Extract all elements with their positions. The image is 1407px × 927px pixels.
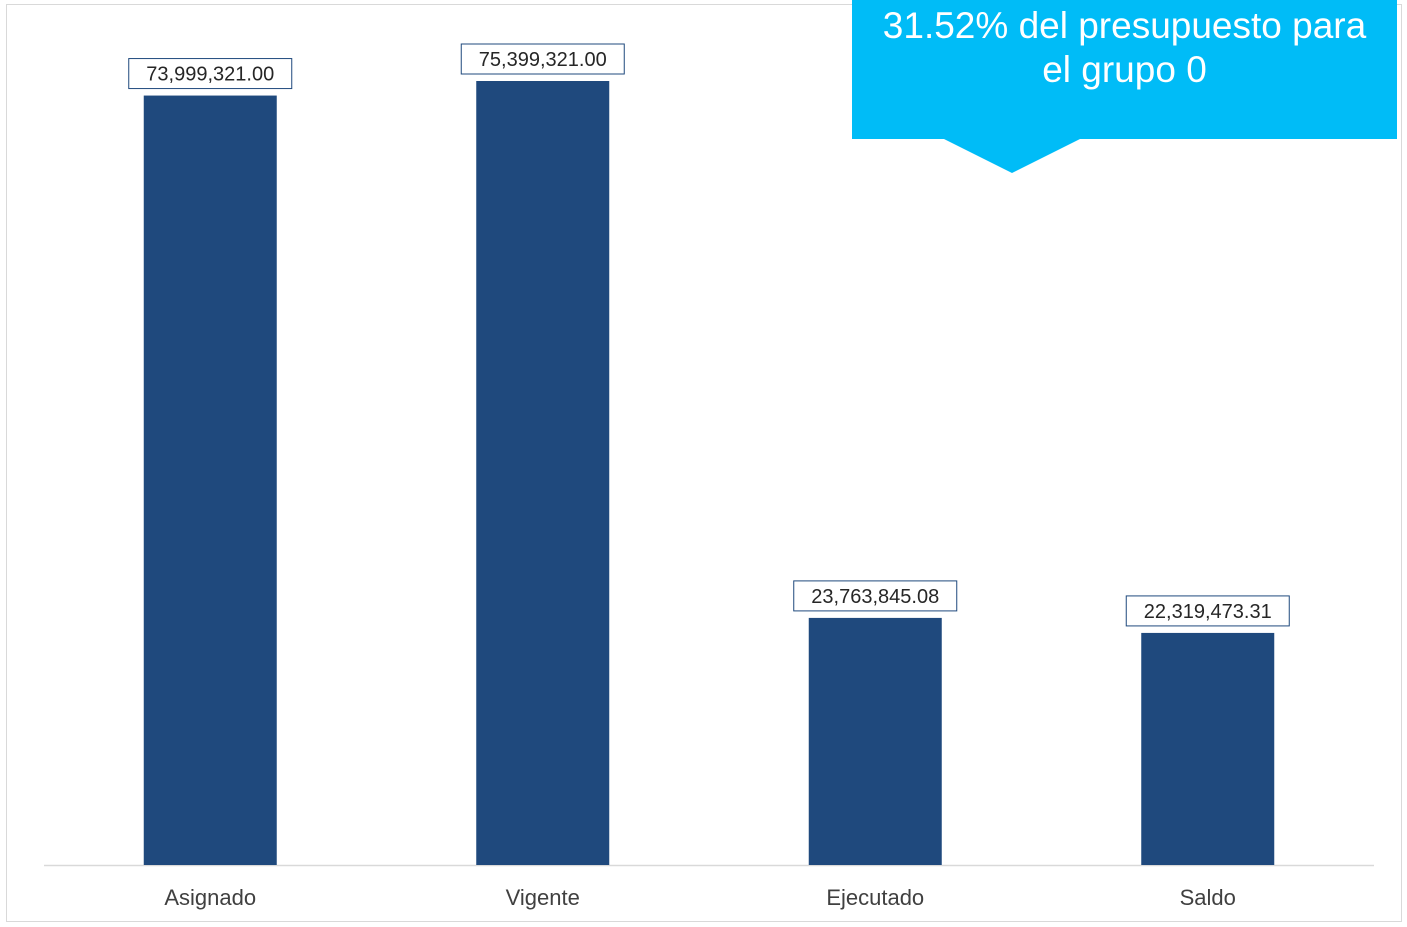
data-label-box-ejecutado: [793, 580, 958, 612]
callout-line-1: 31.52% del presupuesto para: [882, 5, 1367, 46]
data-label-ejecutado: 23,763,845.08: [811, 586, 939, 608]
callout-pointer: [944, 139, 1080, 173]
x-tick-label-saldo: Saldo: [1180, 885, 1236, 910]
data-label-asignado: 73,999,321.00: [146, 64, 274, 86]
bar-vigente: [476, 81, 610, 865]
data-label-box-saldo: [1125, 595, 1290, 627]
data-label-vigente: 75,399,321.00: [479, 49, 607, 71]
bar-saldo: [1141, 632, 1275, 865]
x-tick-label-vigente: Vigente: [506, 885, 580, 910]
x-tick-label-asignado: Asignado: [164, 885, 256, 910]
data-label-box-vigente: [460, 43, 625, 75]
data-label-box-asignado: [128, 58, 293, 90]
bar-ejecutado: [808, 617, 942, 865]
x-tick-label-ejecutado: Ejecutado: [826, 885, 924, 910]
callout-box: 31.52% del presupuesto para el grupo 0: [852, 0, 1397, 139]
callout-line-2: el grupo 0: [1042, 49, 1207, 90]
bar-asignado: [143, 95, 277, 866]
data-label-saldo: 22,319,473.31: [1144, 601, 1272, 623]
